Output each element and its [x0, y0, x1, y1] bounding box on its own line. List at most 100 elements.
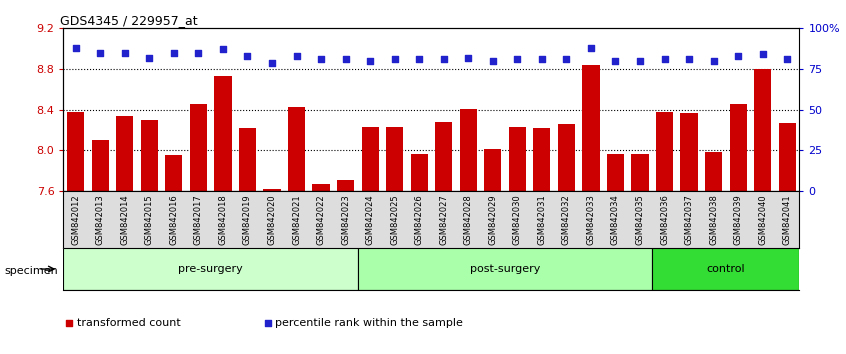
Bar [680, 113, 698, 191]
Bar [140, 120, 158, 191]
Text: GSM842017: GSM842017 [194, 194, 203, 245]
Text: GSM842021: GSM842021 [292, 194, 301, 245]
Point [216, 47, 229, 52]
Point [338, 56, 352, 62]
Bar [754, 69, 772, 191]
Text: GSM842033: GSM842033 [586, 194, 596, 245]
Bar [91, 140, 109, 191]
Text: GSM842020: GSM842020 [267, 194, 277, 245]
Text: GSM842012: GSM842012 [71, 194, 80, 245]
Text: GSM842032: GSM842032 [562, 194, 571, 245]
Text: GSM842030: GSM842030 [513, 194, 522, 245]
Bar [116, 116, 134, 191]
Bar [63, 248, 358, 290]
Bar [729, 104, 747, 191]
Point [535, 56, 548, 62]
Text: GSM842038: GSM842038 [709, 194, 718, 245]
Point [461, 55, 475, 61]
Text: pre-surgery: pre-surgery [179, 264, 243, 274]
Point [608, 58, 622, 64]
Text: percentile rank within the sample: percentile rank within the sample [276, 318, 464, 328]
Point [755, 52, 769, 57]
Point [510, 56, 524, 62]
Point [559, 56, 573, 62]
Text: transformed count: transformed count [77, 318, 180, 328]
Point [657, 56, 671, 62]
Bar [410, 154, 428, 191]
Text: GSM842041: GSM842041 [783, 194, 792, 245]
Text: GSM842039: GSM842039 [733, 194, 743, 245]
Bar [361, 127, 379, 191]
Bar [656, 112, 673, 191]
Bar [484, 149, 502, 191]
Bar [582, 65, 600, 191]
Point [486, 58, 499, 64]
Point [63, 320, 76, 326]
Point [731, 53, 744, 59]
Text: GSM842023: GSM842023 [341, 194, 350, 245]
Text: GSM842024: GSM842024 [365, 194, 375, 245]
Bar [288, 107, 305, 191]
Point [118, 50, 131, 56]
Bar [358, 248, 652, 290]
Point [93, 50, 107, 56]
Point [387, 56, 401, 62]
Bar [190, 104, 207, 191]
Text: GSM842029: GSM842029 [488, 194, 497, 245]
Bar [214, 76, 232, 191]
Bar [652, 248, 799, 290]
Bar [778, 123, 796, 191]
Text: GSM842027: GSM842027 [439, 194, 448, 245]
Point [69, 45, 82, 51]
Point [142, 55, 156, 61]
Bar [337, 180, 354, 191]
Bar [263, 189, 281, 191]
Text: post-surgery: post-surgery [470, 264, 541, 274]
Text: GSM842014: GSM842014 [120, 194, 129, 245]
Text: GSM842031: GSM842031 [537, 194, 547, 245]
Text: GSM842026: GSM842026 [415, 194, 424, 245]
Point [682, 56, 695, 62]
Bar [508, 127, 526, 191]
Bar [239, 128, 256, 191]
Point [633, 58, 646, 64]
Bar [435, 122, 453, 191]
Text: GSM842015: GSM842015 [145, 194, 154, 245]
Bar [607, 154, 624, 191]
Point [412, 56, 426, 62]
Point [191, 50, 205, 56]
Point [437, 56, 450, 62]
Bar [631, 154, 649, 191]
Text: GSM842016: GSM842016 [169, 194, 179, 245]
Point [314, 56, 327, 62]
Text: control: control [706, 264, 745, 274]
Bar [312, 184, 330, 191]
Text: GSM842022: GSM842022 [316, 194, 326, 245]
Text: GSM842040: GSM842040 [758, 194, 767, 245]
Text: GSM842037: GSM842037 [684, 194, 694, 245]
Point [240, 53, 254, 59]
Point [265, 60, 278, 65]
Text: specimen: specimen [4, 266, 58, 276]
Bar [459, 109, 477, 191]
Point [706, 58, 720, 64]
Bar [705, 153, 722, 191]
Point [780, 56, 794, 62]
Point [261, 320, 275, 326]
Point [363, 58, 376, 64]
Text: GSM842019: GSM842019 [243, 194, 252, 245]
Bar [67, 112, 85, 191]
Text: GSM842034: GSM842034 [611, 194, 620, 245]
Text: GSM842036: GSM842036 [660, 194, 669, 245]
Text: GDS4345 / 229957_at: GDS4345 / 229957_at [60, 14, 197, 27]
Text: GSM842035: GSM842035 [635, 194, 645, 245]
Point [167, 50, 180, 56]
Text: GSM842025: GSM842025 [390, 194, 399, 245]
Bar [558, 124, 575, 191]
Point [289, 53, 303, 59]
Text: GSM842018: GSM842018 [218, 194, 228, 245]
Point [584, 45, 597, 51]
Text: GSM842028: GSM842028 [464, 194, 473, 245]
Bar [533, 128, 551, 191]
Bar [165, 154, 183, 191]
